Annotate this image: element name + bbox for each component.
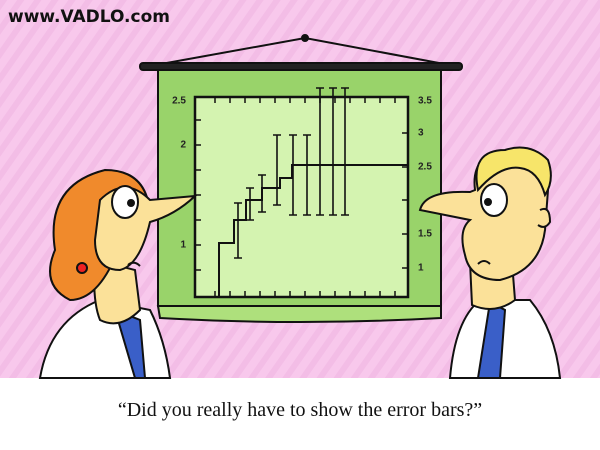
- left-tick-labels: 2.5 2 1: [172, 96, 186, 251]
- man: [418, 146, 562, 379]
- tick-label: 3: [418, 128, 424, 139]
- tick-label: 2.5: [172, 96, 186, 107]
- tick-label: 1: [180, 240, 186, 251]
- chart-board: [156, 69, 442, 323]
- tick-label: 1.5: [418, 229, 432, 240]
- axis-ticks: [195, 97, 408, 297]
- tick-label: 1: [418, 263, 424, 274]
- caption-area: [0, 378, 600, 450]
- caption: “Did you really have to show the error b…: [118, 399, 482, 421]
- tick-label: 3.5: [418, 96, 432, 107]
- woman: [38, 168, 198, 379]
- watermark: www.VADLO.com: [8, 7, 170, 27]
- right-tick-labels: 3.5 3 2.5 1.5 1: [418, 96, 432, 274]
- tick-label: 2.5: [418, 162, 432, 173]
- tick-label: 2: [180, 140, 186, 151]
- error-bars: [234, 87, 349, 259]
